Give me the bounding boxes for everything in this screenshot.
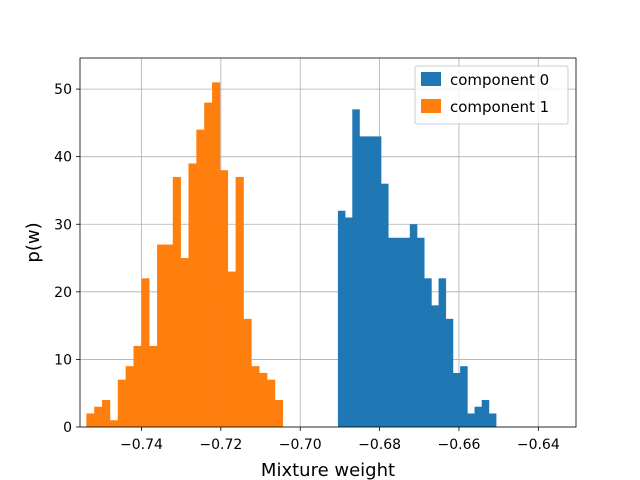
histogram-bar-component-0 <box>359 136 367 427</box>
y-tick-label: 20 <box>54 285 72 301</box>
histogram-bar-component-0 <box>424 278 432 427</box>
histogram-bar-component-1 <box>251 366 260 427</box>
y-tick-label: 50 <box>54 82 72 98</box>
histogram-bar-component-0 <box>467 413 475 427</box>
plot-frame <box>79 57 577 428</box>
histogram-bar-component-0 <box>438 278 447 427</box>
histogram-bar-component-1 <box>212 82 221 427</box>
histogram-bar-component-1 <box>164 244 174 427</box>
histogram-bar-component-0 <box>431 305 439 427</box>
histogram-bar-component-0 <box>409 224 418 427</box>
histogram-bar-component-1 <box>243 318 252 427</box>
bars-layer <box>86 82 497 427</box>
histogram-bar-component-0 <box>417 237 425 427</box>
histogram-bar-component-1 <box>227 271 236 427</box>
histogram-bar-component-0 <box>481 399 490 427</box>
histogram-bar-component-1 <box>102 399 111 427</box>
histogram-bar-component-1 <box>86 413 95 427</box>
ticks-layer: −0.74 −0.72 −0.70 −0.68 −0.66 −0.64 0 10 20 30 40 5… <box>54 82 560 453</box>
histogram-bar-component-1 <box>219 170 229 427</box>
histogram-bar-component-0 <box>460 366 468 427</box>
x-tick-label: −0.70 <box>279 437 322 453</box>
histogram-bar-component-0 <box>445 318 454 427</box>
histogram-bar-component-1 <box>94 406 103 427</box>
histogram-bar-component-1 <box>157 244 166 427</box>
histogram-bar-component-0 <box>488 413 497 427</box>
y-tick-label: 30 <box>54 217 72 233</box>
legend-label-component-0: component 0 <box>450 71 549 89</box>
histogram-bar-component-1 <box>117 379 126 427</box>
histogram-bar-component-0 <box>345 217 353 427</box>
histogram-bar-component-1 <box>235 176 244 427</box>
legend-box <box>414 65 569 125</box>
histogram-bar-component-1 <box>274 399 284 427</box>
y-tick-label: 10 <box>54 352 72 368</box>
histogram-bar-component-0 <box>366 136 375 427</box>
histogram-bar-component-1 <box>125 366 134 427</box>
histogram-bar-component-0 <box>402 237 411 427</box>
x-tick-label: −0.64 <box>517 437 560 453</box>
legend-swatch-component-0 <box>421 72 441 86</box>
histogram-bar-component-1 <box>172 176 181 427</box>
histogram-bar-component-1 <box>109 420 119 427</box>
histogram-bar-component-0 <box>337 210 346 427</box>
histogram-bar-component-1 <box>180 258 189 427</box>
histogram-bar-component-0 <box>452 372 461 427</box>
x-tick-label: −0.66 <box>437 437 480 453</box>
histogram-bar-component-1 <box>267 379 276 427</box>
y-axis-title: p(w) <box>23 222 44 262</box>
legend: component 0 component 1 <box>414 65 569 125</box>
histogram-bar-component-1 <box>196 129 205 427</box>
histogram-bar-component-1 <box>149 345 158 427</box>
histogram-bar-component-0 <box>381 183 389 427</box>
histogram-bar-component-1 <box>204 102 213 427</box>
y-tick-label: 0 <box>63 420 72 436</box>
x-tick-label: −0.72 <box>199 437 242 453</box>
histogram-bar-component-0 <box>395 237 403 427</box>
histogram-bar-component-1 <box>141 278 150 427</box>
x-tick-label: −0.68 <box>358 437 401 453</box>
histogram-bar-component-1 <box>133 345 142 427</box>
histogram-bar-component-1 <box>259 372 268 427</box>
histogram-bar-component-0 <box>388 237 396 427</box>
histogram-bar-component-0 <box>373 136 382 427</box>
x-axis-title: Mixture weight <box>261 460 395 480</box>
histogram-bar-component-0 <box>352 109 360 427</box>
histogram-bar-component-1 <box>188 163 197 427</box>
legend-label-component-1: component 1 <box>450 98 549 116</box>
y-tick-label: 40 <box>54 150 72 166</box>
x-tick-label: −0.74 <box>120 437 163 453</box>
histogram-bar-component-0 <box>474 406 483 427</box>
legend-swatch-component-1 <box>421 99 441 113</box>
